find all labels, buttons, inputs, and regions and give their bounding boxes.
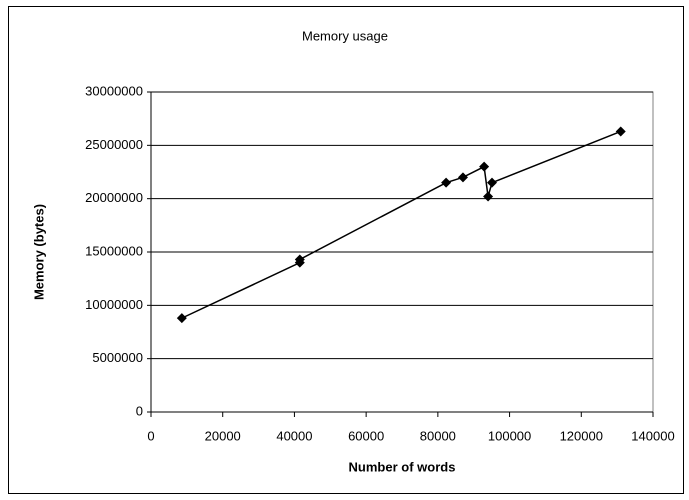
data-point: [487, 177, 498, 188]
x-tick-label: 80000: [420, 428, 456, 443]
chart-title: Memory usage: [302, 28, 388, 43]
data-point: [294, 254, 305, 265]
x-axis-label: Number of words: [349, 459, 456, 474]
x-tick-label: 140000: [631, 428, 674, 443]
data-point: [457, 172, 468, 183]
y-tick-label: 15000000: [85, 243, 143, 258]
x-tick-label: 60000: [348, 428, 384, 443]
x-tick-label: 40000: [276, 428, 312, 443]
y-tick-label: 10000000: [85, 297, 143, 312]
data-point: [441, 177, 452, 188]
y-tick-label: 20000000: [85, 190, 143, 205]
data-point: [483, 191, 494, 202]
y-tick-label: 5000000: [92, 350, 143, 365]
y-axis-label: Memory (bytes): [31, 204, 46, 300]
y-tick-label: 30000000: [85, 83, 143, 98]
y-tick-label: 25000000: [85, 137, 143, 152]
x-tick-label: 20000: [205, 428, 241, 443]
x-tick-label: 120000: [560, 428, 603, 443]
data-point: [615, 126, 626, 137]
data-point: [176, 313, 187, 324]
y-tick-label: 0: [136, 403, 143, 418]
x-tick-label: 0: [147, 428, 154, 443]
data-point: [479, 161, 490, 172]
x-tick-label: 100000: [488, 428, 531, 443]
